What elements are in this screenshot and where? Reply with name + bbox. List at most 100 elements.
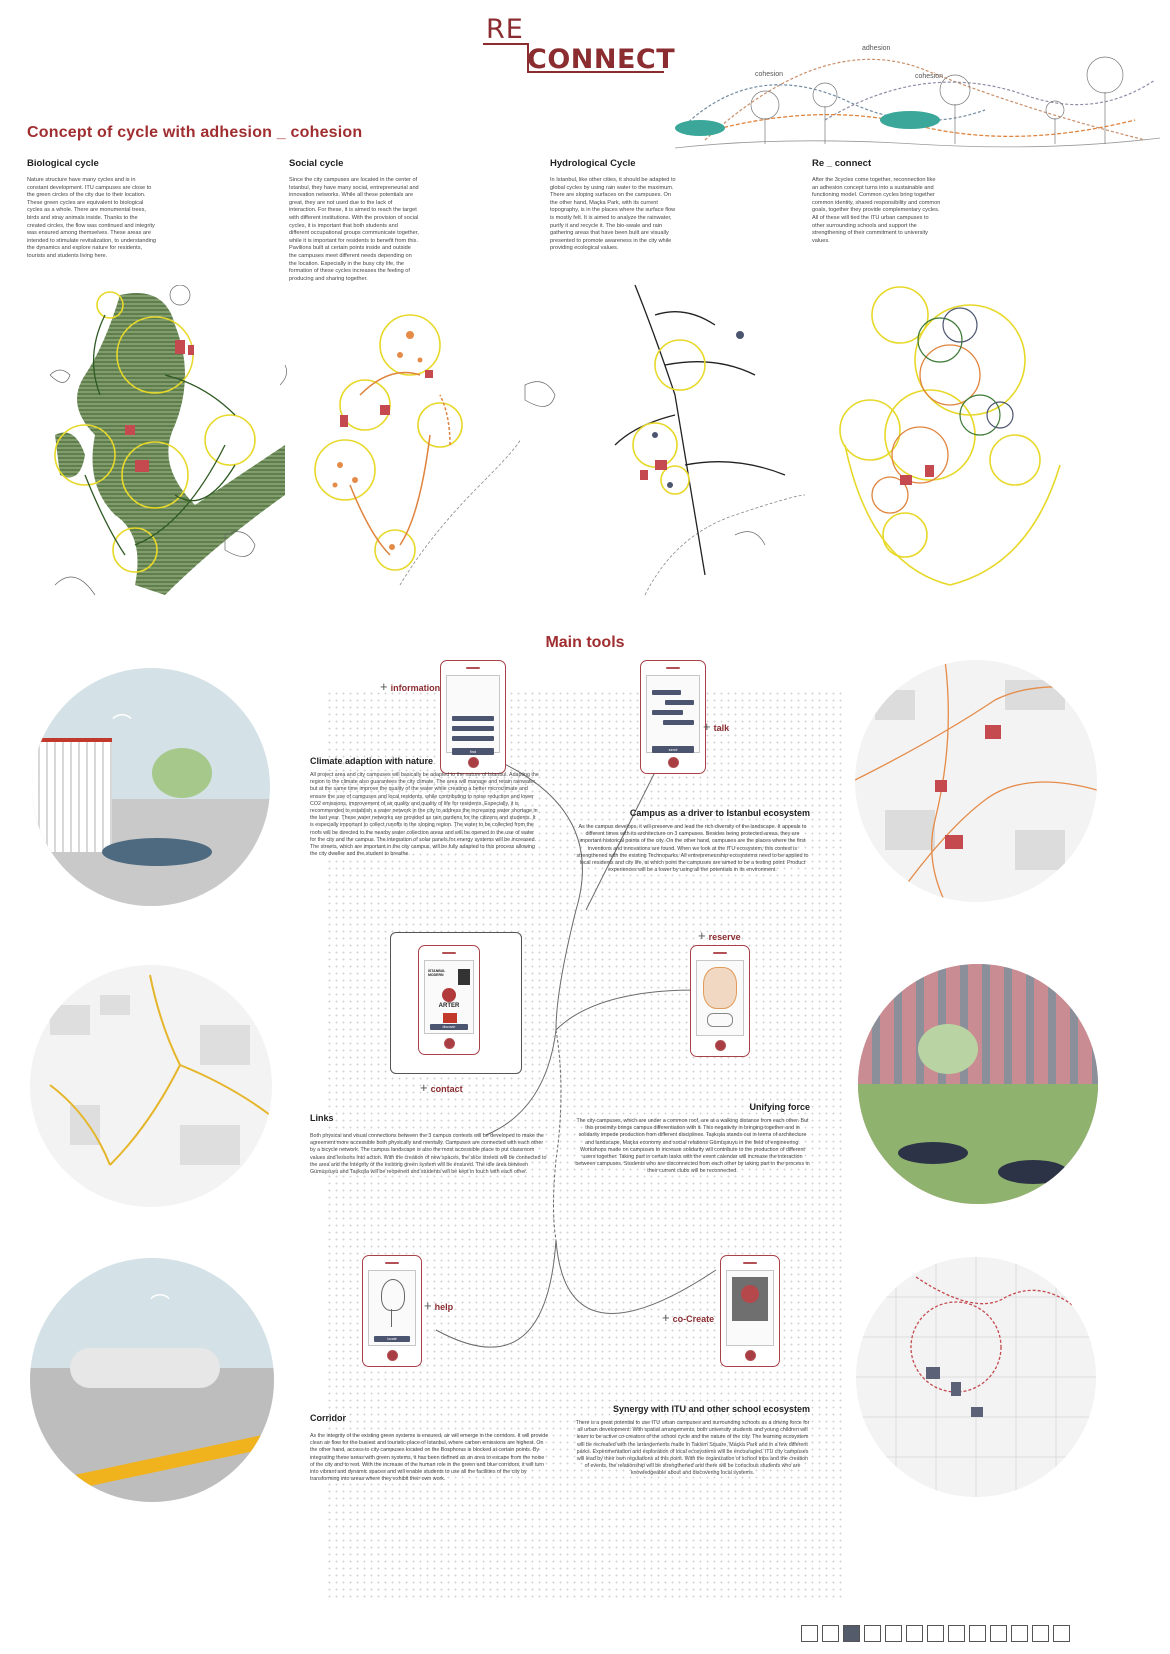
help-locate-button[interactable]: locate [373, 1336, 411, 1342]
info-find-button[interactable]: find [452, 748, 494, 755]
page-square-10[interactable] [990, 1625, 1007, 1642]
section-synergy: Synergy with ITU and other school ecosys… [575, 1404, 810, 1478]
tag-talk[interactable]: + talk [703, 719, 729, 734]
plus-icon: + [380, 679, 388, 694]
section-text: The city campuses, which are under a com… [575, 1118, 810, 1175]
tree [152, 748, 212, 798]
page-square-7[interactable] [927, 1625, 944, 1642]
tag-help[interactable]: + help [424, 1298, 453, 1313]
phone-speaker [713, 952, 727, 954]
page-square-4[interactable] [864, 1625, 881, 1642]
connector-line [553, 1029, 562, 1241]
phone-home-button[interactable] [745, 1350, 756, 1361]
phone-reserve[interactable] [690, 945, 750, 1057]
section-title: Campus as a driver to Istanbul ecosystem [629, 808, 810, 818]
phone-information[interactable]: find [440, 660, 506, 774]
synergy-dashed-circle [910, 1301, 1002, 1393]
adhesion-label: adhesion [862, 45, 891, 52]
phone-screen [696, 960, 744, 1036]
water-pond-right [880, 111, 940, 129]
info-list-bar [452, 736, 494, 741]
tag-information[interactable]: + information [380, 679, 440, 694]
info-list-bar [452, 716, 494, 721]
connector-line [585, 769, 657, 911]
cocreate-red-tree [741, 1285, 759, 1303]
page-square-11[interactable] [1011, 1625, 1028, 1642]
links-route [49, 974, 271, 1166]
phone-cocreate[interactable] [720, 1255, 780, 1367]
dark-pond [898, 1142, 968, 1164]
tag-contact[interactable]: + contact [420, 1080, 463, 1095]
section-corridor: Corridor As the integrity of the existin… [310, 1413, 550, 1483]
circle-links-map [30, 965, 272, 1207]
page-square-3[interactable] [843, 1625, 860, 1642]
circle-synergy-map [856, 1257, 1096, 1497]
chat-bubble [665, 700, 694, 705]
hydrological-cycle-diagram [524, 284, 806, 596]
links-map-svg [49, 974, 271, 1166]
building-windows [858, 964, 1098, 1096]
circle-unifying-scene [858, 964, 1098, 1204]
phone-screen: find [446, 675, 500, 755]
contact-discover-button[interactable]: discover [429, 1024, 469, 1030]
phone-screen [726, 1270, 774, 1346]
page-square-6[interactable] [906, 1625, 923, 1642]
page-square-8[interactable] [948, 1625, 965, 1642]
istanbul-modern-logo: ISTANBUL MODERN [428, 969, 446, 977]
synergy-map-svg [856, 1257, 1096, 1497]
talk-send-button[interactable]: send [652, 746, 694, 753]
page-square-13[interactable] [1053, 1625, 1070, 1642]
concept-title: Concept of cycle with adhesion _ cohesio… [27, 124, 363, 141]
water-pond-left [675, 120, 725, 136]
arter-logo: ARTER [438, 1003, 460, 1009]
tag-cocreate[interactable]: + co-Create [662, 1310, 714, 1325]
phone-home-button[interactable] [715, 1040, 726, 1051]
phone-help[interactable]: locate [362, 1255, 422, 1367]
page-square-12[interactable] [1032, 1625, 1049, 1642]
biological-cycle-diagram [49, 285, 287, 596]
section-text: All project area and city campuses will … [310, 772, 539, 858]
page-square-2[interactable] [822, 1625, 839, 1642]
green-area-left [55, 432, 85, 478]
chat-bubble [652, 710, 684, 715]
plus-icon: + [703, 719, 711, 734]
phone-contact[interactable]: ISTANBUL MODERN ARTER discover [418, 945, 480, 1055]
column-title: Biological cycle [27, 158, 99, 169]
section-unifying: Unifying force The city campuses, which … [575, 1102, 810, 1176]
column-reconnect: Re _ connect After the 3cycles come toge… [812, 158, 942, 245]
phone-home-button[interactable] [668, 757, 679, 768]
column-biological: Biological cycle Nature structure have m… [27, 158, 157, 261]
column-title: Hydrological Cycle [550, 158, 636, 169]
main-tools-title: Main tools [545, 634, 625, 651]
phone-talk[interactable]: send [640, 660, 706, 774]
bird-icon: ⌒ [112, 714, 132, 736]
page-square-1[interactable] [801, 1625, 818, 1642]
logo-connect: CONNECT [527, 44, 676, 75]
section-title: Synergy with ITU and other school ecosys… [612, 1404, 810, 1414]
dark-pond [998, 1160, 1068, 1184]
chat-bubble [652, 690, 681, 695]
green-area [77, 293, 285, 595]
tree-sketch [939, 74, 971, 106]
tag-reserve[interactable]: + reserve [698, 928, 741, 943]
connector-line [485, 759, 583, 1136]
phone-speaker [743, 1262, 757, 1264]
column-text: After the 3cycles come together, reconne… [812, 177, 941, 244]
page-square-5[interactable] [885, 1625, 902, 1642]
circle-climate-scene: ⌒ [32, 668, 270, 906]
connector-line [555, 989, 697, 1031]
page-square-9[interactable] [969, 1625, 986, 1642]
coast-line [399, 435, 520, 586]
pond [102, 838, 212, 866]
phone-screen: send [646, 675, 700, 753]
tree [918, 1024, 978, 1074]
tag-label: information [390, 683, 441, 693]
phone-home-button[interactable] [468, 757, 479, 768]
phone-home-button[interactable] [387, 1350, 398, 1361]
section-links: Links Both physical and visual connectio… [310, 1113, 550, 1176]
phone-home-button[interactable] [444, 1038, 455, 1049]
tools-dotted-background [326, 690, 846, 1600]
phone-speaker [466, 667, 480, 669]
section-text: Both physical and visual connections bet… [310, 1133, 547, 1176]
connector-curves [435, 759, 717, 1348]
